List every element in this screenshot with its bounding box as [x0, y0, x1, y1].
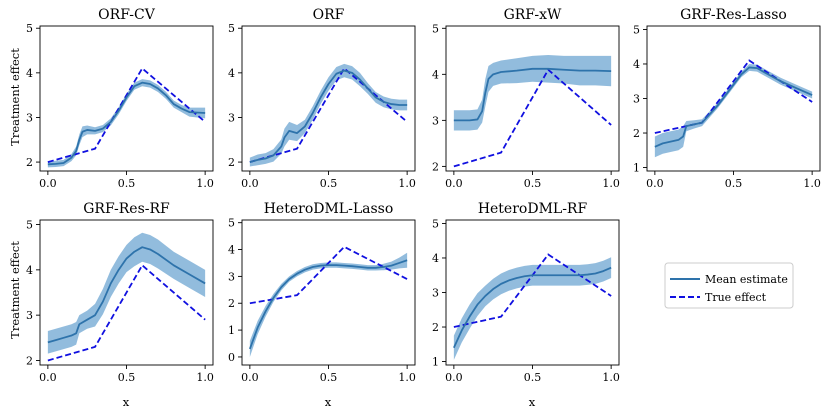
- confidence-band-orf-cv: [47, 79, 206, 168]
- panel-title-orf-cv: ORF-CV: [98, 7, 156, 23]
- mean-estimate-line-grf-res-rf: [47, 246, 206, 344]
- x-axis-label-3: x: [529, 395, 536, 409]
- panel-title-grf-res-lasso: GRF-Res-Lasso: [680, 7, 787, 23]
- x-tick-label-grf-res-rf-0: 0.0: [39, 371, 57, 384]
- mean-estimate-line-orf: [249, 69, 408, 163]
- true-effect-line-orf-cv: [47, 66, 206, 163]
- panel-title-heterodml-lasso: HeteroDML-Lasso: [264, 201, 394, 217]
- x-tick-label-heterodml-lasso-1: 0.5: [320, 371, 338, 384]
- legend-true-label: True effect: [705, 291, 767, 304]
- y-tick-label-grf-res-lasso-2: 3: [633, 93, 640, 106]
- panel-orf: 0.0 0.5 1.0 2 3 4 5 ORF: [228, 7, 416, 190]
- y-tick-label-heterodml-lasso-3: 3: [228, 270, 235, 283]
- y-tick-label-heterodml-lasso-0: 0: [228, 351, 235, 364]
- y-tick-label-orf-cv-1: 3: [26, 111, 33, 124]
- mean-estimate-line-grf-xw: [453, 67, 612, 122]
- true-effect-line-grf-res-rf: [47, 263, 206, 362]
- x-tick-label-orf-0: 0.0: [241, 177, 259, 190]
- panel-grf-res-lasso: 0.0 0.5 1.0 1 2 3 4 5 GRF-Res-Lasso: [633, 7, 821, 190]
- x-axis-label-2: x: [325, 395, 332, 409]
- mean-estimate-line-grf-res-lasso: [654, 66, 813, 148]
- true-effect-line-grf-res-lasso: [654, 59, 813, 134]
- y-tick-label-orf-0: 2: [228, 156, 235, 169]
- legend-mean-label: Mean estimate: [705, 273, 788, 286]
- y-tick-label-grf-res-lasso-0: 1: [633, 162, 640, 175]
- y-tick-label-orf-cv-0: 2: [26, 156, 33, 169]
- y-tick-label-grf-res-lasso-4: 5: [633, 23, 640, 36]
- y-tick-label-heterodml-lasso-4: 4: [228, 244, 235, 257]
- y-tick-label-orf-1: 3: [228, 111, 235, 124]
- panel-heterodml-lasso: 0.0 0.5 1.0 0 1 2 3 4 5 HeteroDML-Lasso: [228, 201, 416, 384]
- y-tick-label-heterodml-rf-4: 5: [432, 217, 439, 230]
- panel-orf-cv: 0.0 0.5 1.0 2 3 4 5 ORF-CV: [26, 7, 214, 190]
- confidence-band-heterodml-rf: [453, 257, 612, 360]
- x-tick-label-grf-xw-1: 0.5: [524, 177, 542, 190]
- x-tick-label-grf-xw-0: 0.0: [445, 177, 463, 190]
- axes-frame-heterodml-rf: [445, 219, 620, 366]
- true-effect-line-orf: [249, 66, 408, 163]
- x-tick-label-orf-cv-1: 0.5: [118, 177, 136, 190]
- mean-estimate-line-orf-cv: [47, 81, 206, 166]
- y-tick-label-heterodml-lasso-5: 5: [228, 217, 235, 230]
- confidence-band-grf-res-lasso: [654, 63, 813, 158]
- x-tick-label-orf-2: 1.0: [398, 177, 416, 190]
- y-tick-label-grf-xw-0: 2: [432, 160, 439, 173]
- panel-heterodml-rf: 0.0 0.5 1.0 1 2 3 4 5 HeteroDML-RF: [432, 201, 620, 384]
- x-tick-label-heterodml-lasso-0: 0.0: [241, 371, 259, 384]
- y-tick-label-grf-res-rf-3: 5: [26, 219, 33, 232]
- panel-title-grf-res-rf: GRF-Res-RF: [83, 201, 170, 217]
- x-tick-label-heterodml-lasso-2: 1.0: [398, 371, 416, 384]
- panel-grf-res-rf: 0.0 0.5 1.0 2 3 4 5 GRF-Res-RF: [26, 201, 214, 384]
- y-tick-label-orf-cv-3: 5: [26, 22, 33, 35]
- x-tick-label-grf-res-lasso-0: 0.0: [646, 177, 664, 190]
- x-tick-label-grf-res-lasso-2: 1.0: [803, 177, 821, 190]
- x-axis-label-1: x: [123, 395, 130, 409]
- panel-title-heterodml-rf: HeteroDML-RF: [478, 201, 588, 217]
- x-tick-label-grf-res-rf-1: 0.5: [118, 371, 136, 384]
- y-tick-label-heterodml-rf-1: 2: [432, 321, 439, 334]
- panel-title-grf-xw: GRF-xW: [504, 7, 562, 23]
- y-axis-label-row-2: Treatment effect: [8, 241, 22, 339]
- y-tick-label-orf-cv-2: 4: [26, 67, 33, 80]
- y-tick-label-heterodml-rf-3: 4: [432, 252, 439, 265]
- panel-title-orf: ORF: [313, 7, 345, 23]
- x-tick-label-heterodml-rf-2: 1.0: [602, 371, 620, 384]
- confidence-band-heterodml-lasso: [249, 252, 408, 357]
- x-tick-label-heterodml-rf-0: 0.0: [445, 371, 463, 384]
- y-tick-label-grf-res-rf-2: 4: [26, 264, 33, 277]
- y-tick-label-heterodml-rf-0: 1: [432, 356, 439, 369]
- panel-grf-xw: 0.0 0.5 1.0 2 3 4 5 GRF-xW: [432, 7, 620, 190]
- confidence-band-grf-res-rf: [47, 232, 206, 354]
- y-tick-label-orf-2: 4: [228, 67, 235, 80]
- y-tick-label-orf-3: 5: [228, 22, 235, 35]
- confidence-band-orf: [249, 63, 408, 167]
- legend: Mean estimate True effect: [664, 262, 794, 309]
- x-tick-label-orf-1: 0.5: [320, 177, 338, 190]
- mean-estimate-line-heterodml-lasso: [249, 259, 408, 350]
- x-tick-label-grf-res-lasso-1: 0.5: [725, 177, 743, 190]
- y-tick-label-grf-res-lasso-1: 2: [633, 127, 640, 140]
- y-tick-label-grf-xw-1: 3: [432, 114, 439, 127]
- mean-estimate-line-heterodml-rf: [453, 266, 612, 349]
- axes-frame-heterodml-lasso: [241, 219, 416, 366]
- x-tick-label-orf-cv-0: 0.0: [39, 177, 57, 190]
- y-tick-label-heterodml-rf-2: 3: [432, 287, 439, 300]
- y-tick-label-grf-res-lasso-3: 4: [633, 58, 640, 71]
- y-tick-label-grf-res-rf-1: 3: [26, 309, 33, 322]
- y-tick-label-grf-res-rf-0: 2: [26, 354, 33, 367]
- y-tick-label-grf-xw-3: 5: [432, 22, 439, 35]
- y-tick-label-heterodml-lasso-2: 2: [228, 297, 235, 310]
- x-tick-label-heterodml-rf-1: 0.5: [524, 371, 542, 384]
- x-tick-label-grf-res-rf-2: 1.0: [196, 371, 214, 384]
- x-tick-label-grf-xw-2: 1.0: [602, 177, 620, 190]
- x-tick-label-orf-cv-2: 1.0: [196, 177, 214, 190]
- y-axis-label-row-1: Treatment effect: [8, 48, 22, 146]
- y-tick-label-heterodml-lasso-1: 1: [228, 324, 235, 337]
- y-tick-label-grf-xw-2: 4: [432, 68, 439, 81]
